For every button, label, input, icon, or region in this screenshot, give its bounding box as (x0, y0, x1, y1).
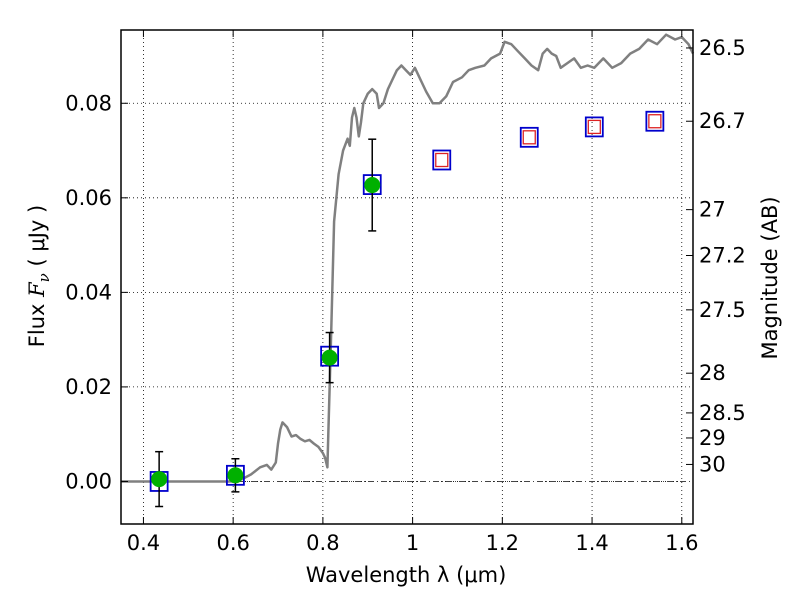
prediction-square-marker (648, 114, 662, 129)
observed-point (227, 467, 244, 484)
y-tick-label: 0.06 (65, 186, 112, 210)
y-axis-label: Flux Fν ( μJy ) (25, 205, 53, 347)
y2-tick-label: 27 (699, 198, 726, 222)
y2-tick-label: 26.5 (699, 36, 746, 60)
y2-tick-label: 28 (699, 361, 726, 385)
x-tick-label: 1.6 (665, 531, 698, 555)
x-axis-label: Wavelength λ (μm) (306, 563, 507, 587)
x-tick-label: 0.8 (306, 531, 339, 555)
y2-tick-label: 30 (699, 452, 726, 476)
y2-axis-label: Magnitude (AB) (758, 196, 782, 359)
model-square-marker (584, 116, 604, 138)
plot-frame (120, 29, 694, 525)
prediction-square-marker (435, 152, 449, 168)
observed-point (321, 349, 338, 366)
model-square-marker (645, 110, 665, 132)
plot-background (121, 30, 693, 524)
x-tick-label: 1.4 (575, 531, 608, 555)
observed-point (151, 471, 168, 488)
y-tick-label: 0.08 (65, 91, 112, 115)
observed-point (364, 177, 381, 194)
y-tick-label: 0.00 (65, 469, 112, 493)
y-axis: 0.00 0.02 0.04 0.06 0.08 (65, 91, 128, 493)
model-square-marker (432, 149, 452, 171)
model-square-marker (519, 126, 539, 148)
spectrum-line (121, 33, 695, 483)
x-tick-label: 0.4 (127, 531, 160, 555)
series-layer (121, 33, 695, 508)
prediction-square-marker (522, 130, 536, 145)
prediction-square-marker (587, 119, 601, 135)
y2-tick-label: 28.5 (699, 401, 746, 425)
y2-tick-label: 29 (699, 426, 726, 450)
grid (121, 30, 693, 524)
x-tick-label: 0.6 (216, 531, 249, 555)
x-tick-label: 1.2 (486, 531, 519, 555)
x-axis: 0.4 0.6 0.8 1 1.2 1.4 1.6 (127, 30, 698, 555)
y2-tick-label: 27.5 (699, 298, 746, 322)
y-tick-label: 0.04 (65, 280, 112, 304)
y2-tick-label: 27.2 (699, 243, 746, 267)
y-tick-label: 0.02 (65, 375, 112, 399)
y2-tick-label: 26.7 (699, 109, 746, 133)
x-tick-label: 1 (406, 531, 419, 555)
